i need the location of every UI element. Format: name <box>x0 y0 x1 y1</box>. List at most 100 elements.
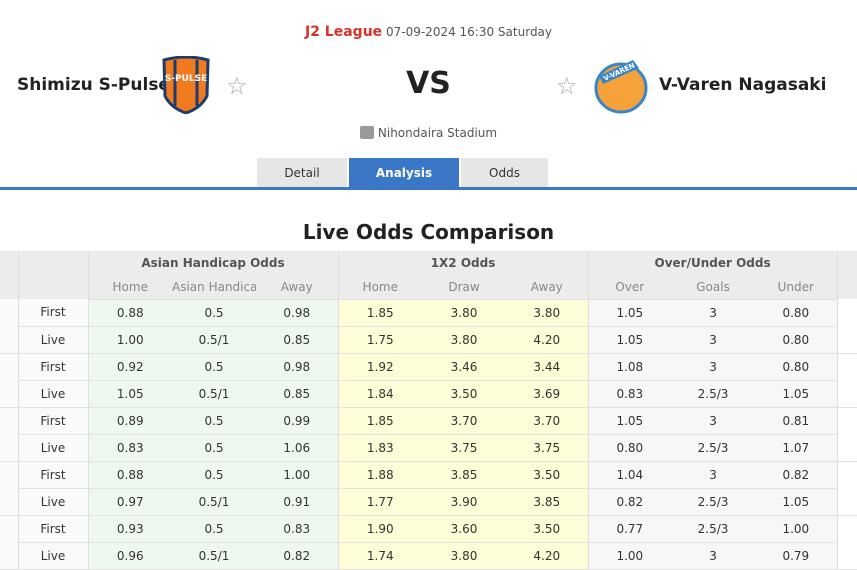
odds-cell: 1.05 <box>87 380 172 408</box>
row-type: Live <box>17 380 88 408</box>
odds-cell: 1.90 <box>337 515 423 543</box>
odds-cell: 0.80 <box>755 326 838 354</box>
odds-cell: 0.98 <box>256 353 339 381</box>
odds-cell: 3 <box>671 326 756 354</box>
odds-cell: 1.85 <box>337 407 423 435</box>
odds-cell: 1.00 <box>755 515 838 543</box>
odds-cell: 1.88 <box>337 461 423 489</box>
odds-cell: 3 <box>671 542 756 570</box>
odds-cell: 0.97 <box>87 488 172 516</box>
column-header: Asian Handicap <box>172 275 256 300</box>
odds-cell: 0.5/1 <box>172 326 256 354</box>
odds-cell: 3.75 <box>506 434 589 462</box>
table-row: Live 0.97 0.5/1 0.91 1.77 3.90 3.85 0.82 2.5/3 1.… <box>0 488 857 516</box>
odds-cell: 0.5/1 <box>172 380 256 408</box>
odds-cell: 3.70 <box>506 407 589 435</box>
odds-cell: 1.05 <box>755 380 838 408</box>
odds-cell: 2.5/3 <box>671 434 756 462</box>
odds-cell: 2.5/3 <box>671 380 756 408</box>
row-type: First <box>17 353 88 381</box>
odds-cell: 0.83 <box>256 515 339 543</box>
table-row: Live 0.83 0.5 1.06 1.83 3.75 3.75 0.80 2.5/3 1.07 <box>0 434 857 462</box>
row-type: Live <box>17 326 88 354</box>
tab-analysis[interactable]: Analysis <box>349 158 459 188</box>
row-type: Live <box>17 488 88 516</box>
odds-cell: 1.85 <box>337 299 423 327</box>
odds-cell: 1.04 <box>587 461 672 489</box>
tab-detail[interactable]: Detail <box>257 158 347 188</box>
odds-cell: 0.99 <box>256 407 339 435</box>
table-row: Live 0.96 0.5/1 0.82 1.74 3.80 4.20 1.00 3 0.79 <box>0 542 857 570</box>
home-favorite-star-icon[interactable]: ☆ <box>226 72 248 100</box>
table-row: Live 1.05 0.5/1 0.85 1.84 3.50 3.69 0.83 2.5/3 1.… <box>0 380 857 408</box>
league-link[interactable]: J2 League <box>304 24 383 40</box>
company-cell <box>0 515 18 570</box>
table-row: First 0.89 0.5 0.99 1.85 3.70 3.70 1.05 3 0.81 <box>0 407 857 462</box>
group-header: Over/Under Odds <box>587 251 838 275</box>
odds-cell: 0.5 <box>172 299 256 327</box>
company-cell <box>0 353 18 408</box>
odds-cell: 1.00 <box>87 326 172 354</box>
odds-cell: 1.92 <box>337 353 423 381</box>
odds-cell: 0.93 <box>87 515 172 543</box>
tab-underline <box>0 187 857 190</box>
odds-cell: 3.80 <box>422 542 507 570</box>
row-type: First <box>17 515 88 543</box>
odds-cell: 0.85 <box>256 326 339 354</box>
odds-cell: 1.05 <box>587 326 672 354</box>
odds-cell: 3.50 <box>506 461 589 489</box>
odds-cell: 1.84 <box>337 380 423 408</box>
table-row: First 0.93 0.5 0.83 1.90 3.60 3.50 0.77 2.5/3 1.0… <box>0 515 857 570</box>
extra-cell <box>836 407 857 462</box>
odds-cell: 0.88 <box>87 299 172 327</box>
home-team-name[interactable]: Shimizu S-Pulse <box>17 75 170 95</box>
odds-cell: 2.5/3 <box>671 488 756 516</box>
odds-cell: 0.81 <box>755 407 838 435</box>
column-header: Home <box>87 275 172 300</box>
row-type: First <box>17 407 88 435</box>
venue-name: Nihondaira Stadium <box>377 126 498 140</box>
extra-cell <box>836 299 857 354</box>
odds-cell: 3.85 <box>422 461 507 489</box>
match-datetime: 07-09-2024 16:30 Saturday <box>385 25 553 39</box>
odds-cell: 0.82 <box>256 542 339 570</box>
company-cell <box>0 299 18 354</box>
odds-cell: 1.07 <box>755 434 838 462</box>
odds-cell: 2.5/3 <box>671 515 756 543</box>
column-header: Away <box>256 275 339 300</box>
odds-cell: 0.85 <box>256 380 339 408</box>
column-header: Home <box>337 275 423 300</box>
row-type: First <box>17 461 88 489</box>
odds-cell: 0.5 <box>172 515 256 543</box>
column-header: Goals <box>671 275 756 300</box>
odds-cell: 3.60 <box>422 515 507 543</box>
odds-cell: 4.20 <box>506 542 589 570</box>
odds-cell: 0.88 <box>87 461 172 489</box>
odds-cell: 0.91 <box>256 488 339 516</box>
group-header: 1X2 Odds <box>337 251 589 275</box>
away-team-name[interactable]: V-Varen Nagasaki <box>659 75 827 95</box>
odds-cell: 1.00 <box>587 542 672 570</box>
odds-cell: 4.20 <box>506 326 589 354</box>
odds-cell: 3 <box>671 353 756 381</box>
tab-odds[interactable]: Odds <box>461 158 548 188</box>
section-title: Live Odds Comparison <box>302 220 555 244</box>
odds-cell: 0.92 <box>87 353 172 381</box>
odds-cell: 0.83 <box>87 434 172 462</box>
column-header: Under <box>755 275 838 300</box>
company-cell <box>0 407 18 462</box>
odds-cell: 1.06 <box>256 434 339 462</box>
odds-cell: 1.05 <box>587 407 672 435</box>
column-header: Over <box>587 275 672 300</box>
odds-cell: 3.44 <box>506 353 589 381</box>
away-team-logo: V-VAREN <box>594 60 648 114</box>
odds-cell: 0.82 <box>755 461 838 489</box>
extra-cell <box>836 515 857 570</box>
home-team-logo: S-PULSE <box>162 56 210 114</box>
odds-cell: 0.5 <box>172 407 256 435</box>
odds-cell: 3.90 <box>422 488 507 516</box>
away-favorite-star-icon[interactable]: ☆ <box>556 72 578 100</box>
odds-cell: 0.77 <box>587 515 672 543</box>
odds-cell: 3.85 <box>506 488 589 516</box>
venue: Nihondaira Stadium <box>0 126 857 140</box>
